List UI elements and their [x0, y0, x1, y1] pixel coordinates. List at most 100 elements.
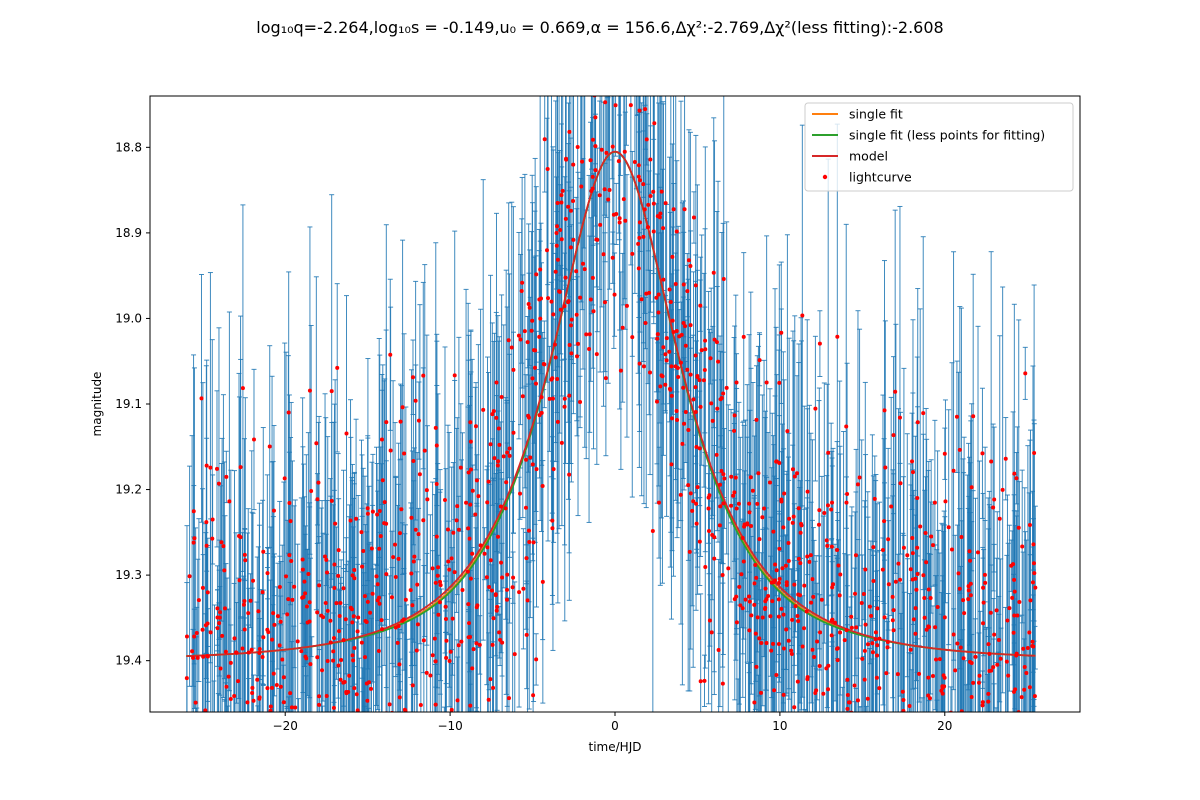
lightcurve-point: [1030, 639, 1035, 644]
lightcurve-point: [790, 520, 795, 525]
lightcurve-point: [658, 384, 663, 389]
lightcurve-point: [732, 413, 737, 418]
lightcurve-point: [889, 504, 894, 509]
lightcurve-point: [309, 489, 314, 494]
lightcurve-point: [722, 476, 727, 481]
lightcurve-point: [865, 696, 870, 701]
lightcurve-point: [1022, 687, 1027, 692]
lightcurve-point: [270, 637, 275, 642]
lightcurve-point: [598, 222, 603, 227]
lightcurve-point: [956, 571, 961, 576]
lightcurve-point: [733, 475, 738, 480]
lightcurve-point: [808, 553, 813, 558]
lightcurve-point: [882, 733, 886, 737]
lightcurve-point: [741, 334, 746, 339]
lightcurve-point: [266, 630, 271, 635]
lightcurve-point: [768, 614, 773, 619]
lightcurve-point: [336, 629, 341, 634]
lightcurve-point: [384, 420, 389, 425]
lightcurve-point: [379, 437, 384, 442]
lightcurve-point: [224, 732, 228, 736]
lightcurve-point: [503, 506, 508, 511]
lightcurve-point: [304, 738, 308, 742]
lightcurve-point: [325, 658, 330, 663]
lightcurve-points: [184, 96, 1038, 789]
lightcurve-point: [474, 755, 478, 759]
lightcurve-point: [232, 636, 237, 641]
lightcurve-point: [670, 318, 675, 323]
lightcurve-point: [365, 506, 370, 511]
lightcurve-point: [563, 275, 568, 280]
lightcurve-point: [686, 483, 691, 488]
lightcurve-point: [341, 586, 346, 591]
lightcurve-point: [834, 736, 838, 740]
lightcurve-point: [320, 668, 325, 673]
lightcurve-point: [835, 658, 840, 663]
lightcurve-point: [791, 514, 796, 519]
lightcurve-point: [792, 705, 797, 710]
lightcurve-point: [618, 368, 623, 373]
lightcurve-point: [279, 785, 283, 789]
lightcurve-point: [720, 572, 725, 577]
fit-line-layer: [186, 150, 1036, 657]
lightcurve-point: [443, 734, 447, 738]
lightcurve-point: [913, 606, 918, 611]
lightcurve-point: [498, 637, 503, 642]
lightcurve-point: [716, 359, 721, 364]
lightcurve-point: [637, 361, 642, 366]
lightcurve-point: [973, 654, 978, 659]
lightcurve-point: [391, 555, 396, 560]
lightcurve-point: [259, 718, 263, 722]
lightcurve-point: [512, 652, 517, 657]
lightcurve-point: [549, 299, 554, 304]
lightcurve-point: [734, 620, 739, 625]
lightcurve-point: [796, 506, 801, 511]
lightcurve-point: [789, 648, 794, 653]
lightcurve-point: [466, 526, 471, 531]
lightcurve-point: [325, 570, 330, 575]
lightcurve-point: [467, 621, 472, 626]
lightcurve-point: [377, 508, 382, 513]
lightcurve-point: [243, 558, 248, 563]
lightcurve-point: [755, 501, 760, 506]
lightcurve-point: [433, 580, 438, 585]
lightcurve-point: [798, 530, 803, 535]
lightcurve-point: [910, 536, 915, 541]
lightcurve-point: [192, 536, 197, 541]
lightcurve-point: [687, 549, 692, 554]
lightcurve-point: [698, 404, 703, 409]
lightcurve-point: [890, 594, 895, 599]
lightcurve-point: [1020, 544, 1025, 549]
lightcurve-point: [980, 451, 985, 456]
lightcurve-point: [568, 245, 573, 250]
lightcurve-point: [369, 546, 374, 551]
lightcurve-point: [721, 501, 726, 506]
chart-title: log₁₀q=-2.264,log₁₀s = -0.149,u₀ = 0.669…: [256, 18, 943, 37]
lightcurve-point: [581, 261, 586, 266]
lightcurve-point: [362, 739, 366, 743]
lightcurve-point: [587, 332, 592, 337]
lightcurve-point: [449, 707, 454, 712]
lightcurve-point: [995, 662, 1000, 667]
lightcurve-point: [367, 736, 371, 740]
lightcurve-point: [607, 188, 612, 193]
lightcurve-point: [1013, 750, 1017, 754]
lightcurve-point: [805, 489, 810, 494]
lightcurve-point: [562, 304, 567, 309]
lightcurve-point: [776, 641, 781, 646]
lightcurve-point: [469, 467, 474, 472]
lightcurve-point: [854, 748, 858, 752]
lightcurve-point: [981, 585, 986, 590]
lightcurve-point: [814, 715, 818, 719]
lightcurve-point: [382, 500, 387, 505]
lightcurve-point: [299, 649, 304, 654]
lightcurve-point: [923, 531, 928, 536]
lightcurve-point: [578, 295, 583, 300]
lightcurve-point: [845, 706, 850, 711]
lightcurve-point: [433, 659, 438, 664]
lightcurve-point: [1031, 765, 1035, 769]
lightcurve-point: [398, 762, 402, 766]
lightcurve-point: [365, 511, 370, 516]
lightcurve-point: [683, 343, 688, 348]
lightcurve-point: [290, 597, 295, 602]
